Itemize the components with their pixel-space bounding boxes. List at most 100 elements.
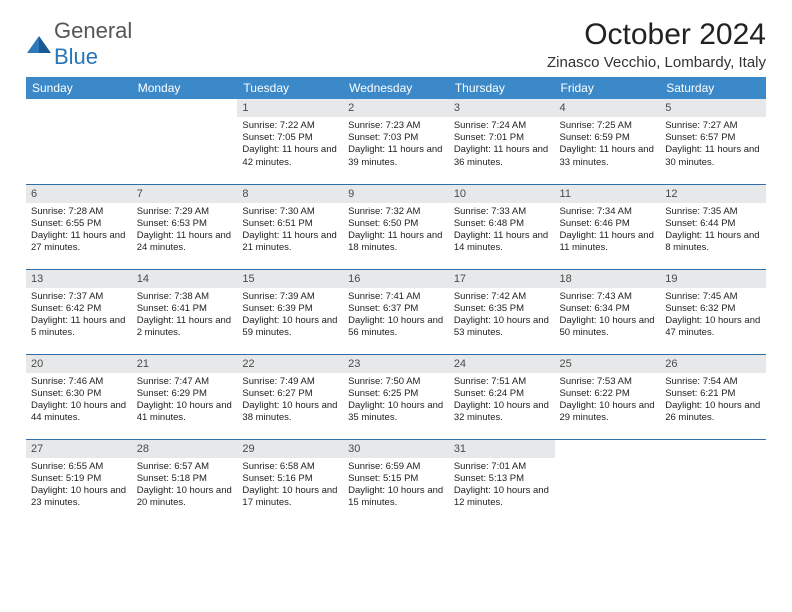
calendar-cell: 29Sunrise: 6:58 AMSunset: 5:16 PMDayligh… — [237, 439, 343, 523]
sunrise-text: Sunrise: 7:46 AM — [31, 376, 127, 388]
sunrise-text: Sunrise: 7:47 AM — [137, 376, 233, 388]
sunrise-text: Sunrise: 7:45 AM — [665, 291, 761, 303]
sunset-text: Sunset: 6:53 PM — [137, 218, 233, 230]
daylight-text: Daylight: 11 hours and 18 minutes. — [348, 230, 444, 254]
calendar-cell — [132, 99, 238, 184]
weekday-header: Friday — [555, 77, 661, 99]
day-details: Sunrise: 7:35 AMSunset: 6:44 PMDaylight:… — [660, 203, 766, 257]
day-details: Sunrise: 7:50 AMSunset: 6:25 PMDaylight:… — [343, 373, 449, 427]
daylight-text: Daylight: 10 hours and 20 minutes. — [137, 485, 233, 509]
daylight-text: Daylight: 10 hours and 53 minutes. — [454, 315, 550, 339]
day-number: 17 — [449, 270, 555, 288]
weekday-header: Wednesday — [343, 77, 449, 99]
logo-word2: Blue — [54, 44, 98, 69]
sunrise-text: Sunrise: 7:39 AM — [242, 291, 338, 303]
day-number: 26 — [660, 355, 766, 373]
day-number: 22 — [237, 355, 343, 373]
logo-word1: General — [54, 18, 132, 43]
day-number: 28 — [132, 440, 238, 458]
day-number: 7 — [132, 185, 238, 203]
sunset-text: Sunset: 5:19 PM — [31, 473, 127, 485]
logo: General Blue — [26, 18, 132, 70]
sunset-text: Sunset: 6:42 PM — [31, 303, 127, 315]
sunset-text: Sunset: 6:27 PM — [242, 388, 338, 400]
day-number: 24 — [449, 355, 555, 373]
daylight-text: Daylight: 11 hours and 36 minutes. — [454, 144, 550, 168]
day-details: Sunrise: 7:41 AMSunset: 6:37 PMDaylight:… — [343, 288, 449, 342]
daylight-text: Daylight: 11 hours and 11 minutes. — [560, 230, 656, 254]
daylight-text: Daylight: 10 hours and 59 minutes. — [242, 315, 338, 339]
calendar-cell: 1Sunrise: 7:22 AMSunset: 7:05 PMDaylight… — [237, 99, 343, 184]
calendar-cell: 28Sunrise: 6:57 AMSunset: 5:18 PMDayligh… — [132, 439, 238, 523]
day-details: Sunrise: 7:28 AMSunset: 6:55 PMDaylight:… — [26, 203, 132, 257]
calendar-row: 13Sunrise: 7:37 AMSunset: 6:42 PMDayligh… — [26, 269, 766, 354]
sunset-text: Sunset: 6:24 PM — [454, 388, 550, 400]
weekday-header: Saturday — [660, 77, 766, 99]
day-number: 19 — [660, 270, 766, 288]
sunset-text: Sunset: 6:51 PM — [242, 218, 338, 230]
calendar-cell: 13Sunrise: 7:37 AMSunset: 6:42 PMDayligh… — [26, 269, 132, 354]
day-number: 12 — [660, 185, 766, 203]
sunrise-text: Sunrise: 7:51 AM — [454, 376, 550, 388]
day-details: Sunrise: 6:59 AMSunset: 5:15 PMDaylight:… — [343, 458, 449, 512]
sunrise-text: Sunrise: 7:24 AM — [454, 120, 550, 132]
day-number: 20 — [26, 355, 132, 373]
calendar-row: 6Sunrise: 7:28 AMSunset: 6:55 PMDaylight… — [26, 184, 766, 269]
day-number: 8 — [237, 185, 343, 203]
sunrise-text: Sunrise: 7:25 AM — [560, 120, 656, 132]
calendar-cell: 4Sunrise: 7:25 AMSunset: 6:59 PMDaylight… — [555, 99, 661, 184]
sunrise-text: Sunrise: 7:37 AM — [31, 291, 127, 303]
calendar-cell: 23Sunrise: 7:50 AMSunset: 6:25 PMDayligh… — [343, 354, 449, 439]
sunrise-text: Sunrise: 7:01 AM — [454, 461, 550, 473]
calendar-row: 27Sunrise: 6:55 AMSunset: 5:19 PMDayligh… — [26, 439, 766, 523]
calendar-cell: 2Sunrise: 7:23 AMSunset: 7:03 PMDaylight… — [343, 99, 449, 184]
calendar-cell: 18Sunrise: 7:43 AMSunset: 6:34 PMDayligh… — [555, 269, 661, 354]
sunrise-text: Sunrise: 7:34 AM — [560, 206, 656, 218]
sunrise-text: Sunrise: 7:23 AM — [348, 120, 444, 132]
calendar-cell: 10Sunrise: 7:33 AMSunset: 6:48 PMDayligh… — [449, 184, 555, 269]
day-number: 2 — [343, 99, 449, 117]
weekday-header: Sunday — [26, 77, 132, 99]
day-number: 18 — [555, 270, 661, 288]
daylight-text: Daylight: 11 hours and 21 minutes. — [242, 230, 338, 254]
sunset-text: Sunset: 6:59 PM — [560, 132, 656, 144]
daylight-text: Daylight: 11 hours and 2 minutes. — [137, 315, 233, 339]
day-details: Sunrise: 7:24 AMSunset: 7:01 PMDaylight:… — [449, 117, 555, 171]
calendar-cell: 24Sunrise: 7:51 AMSunset: 6:24 PMDayligh… — [449, 354, 555, 439]
sunrise-text: Sunrise: 7:32 AM — [348, 206, 444, 218]
daylight-text: Daylight: 11 hours and 42 minutes. — [242, 144, 338, 168]
daylight-text: Daylight: 11 hours and 30 minutes. — [665, 144, 761, 168]
daylight-text: Daylight: 10 hours and 50 minutes. — [560, 315, 656, 339]
day-details: Sunrise: 7:45 AMSunset: 6:32 PMDaylight:… — [660, 288, 766, 342]
day-details: Sunrise: 7:30 AMSunset: 6:51 PMDaylight:… — [237, 203, 343, 257]
sunrise-text: Sunrise: 6:57 AM — [137, 461, 233, 473]
calendar-row: 20Sunrise: 7:46 AMSunset: 6:30 PMDayligh… — [26, 354, 766, 439]
day-number: 9 — [343, 185, 449, 203]
sunset-text: Sunset: 7:05 PM — [242, 132, 338, 144]
title-block: October 2024 Zinasco Vecchio, Lombardy, … — [547, 18, 766, 71]
day-details: Sunrise: 7:01 AMSunset: 5:13 PMDaylight:… — [449, 458, 555, 512]
daylight-text: Daylight: 11 hours and 8 minutes. — [665, 230, 761, 254]
calendar-row: 1Sunrise: 7:22 AMSunset: 7:05 PMDaylight… — [26, 99, 766, 184]
calendar-cell: 26Sunrise: 7:54 AMSunset: 6:21 PMDayligh… — [660, 354, 766, 439]
sunset-text: Sunset: 6:21 PM — [665, 388, 761, 400]
weekday-header: Monday — [132, 77, 238, 99]
calendar-cell — [26, 99, 132, 184]
daylight-text: Daylight: 11 hours and 24 minutes. — [137, 230, 233, 254]
day-details: Sunrise: 7:47 AMSunset: 6:29 PMDaylight:… — [132, 373, 238, 427]
sunset-text: Sunset: 6:29 PM — [137, 388, 233, 400]
day-details: Sunrise: 7:29 AMSunset: 6:53 PMDaylight:… — [132, 203, 238, 257]
day-details: Sunrise: 7:38 AMSunset: 6:41 PMDaylight:… — [132, 288, 238, 342]
day-details: Sunrise: 7:51 AMSunset: 6:24 PMDaylight:… — [449, 373, 555, 427]
calendar-cell: 12Sunrise: 7:35 AMSunset: 6:44 PMDayligh… — [660, 184, 766, 269]
day-details: Sunrise: 7:49 AMSunset: 6:27 PMDaylight:… — [237, 373, 343, 427]
sunset-text: Sunset: 6:25 PM — [348, 388, 444, 400]
daylight-text: Daylight: 10 hours and 35 minutes. — [348, 400, 444, 424]
sunset-text: Sunset: 6:44 PM — [665, 218, 761, 230]
day-number: 29 — [237, 440, 343, 458]
day-number: 31 — [449, 440, 555, 458]
calendar-cell: 8Sunrise: 7:30 AMSunset: 6:51 PMDaylight… — [237, 184, 343, 269]
calendar-cell: 17Sunrise: 7:42 AMSunset: 6:35 PMDayligh… — [449, 269, 555, 354]
header: General Blue October 2024 Zinasco Vecchi… — [26, 18, 766, 71]
day-number: 3 — [449, 99, 555, 117]
